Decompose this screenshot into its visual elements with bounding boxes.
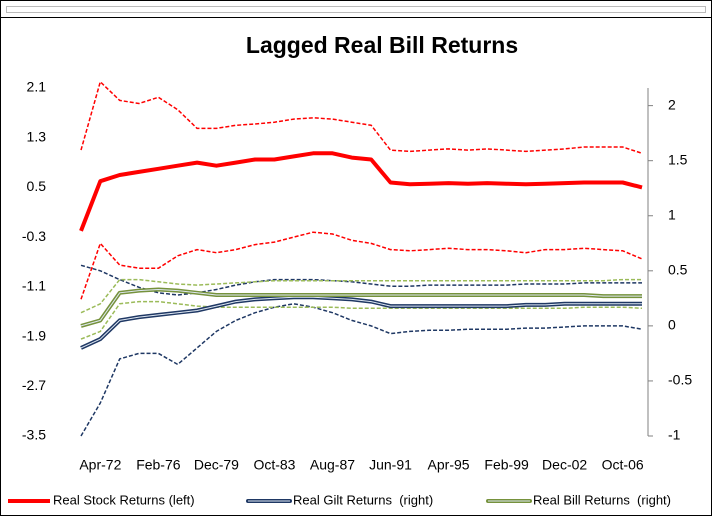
series-line-inner [80,288,642,327]
top-strip [6,6,706,13]
series-line-inner [80,296,642,349]
x-tick-label: Feb-99 [484,457,529,473]
y-tick-label: 2.1 [27,79,47,95]
x-tick-label: Jun-91 [369,457,412,473]
band-line [80,231,643,300]
x-tick-label: Oct-83 [253,457,295,473]
y-tick-label: -1.9 [22,327,46,343]
y-tick-label: 1.3 [27,128,47,144]
x-tick-label: Aug-87 [310,457,355,473]
x-tick-label: Dec-02 [542,457,587,473]
y2-tick-label: 2 [668,96,676,112]
band-line [80,278,642,314]
chart-title: Lagged Real Bill Returns [246,32,518,58]
band-line [80,81,643,155]
x-tick-label: Apr-72 [79,457,121,473]
band-line [80,264,642,296]
y2-tick-label: 0.5 [668,262,688,278]
y-tick-label: -0.3 [22,228,46,244]
x-tick-label: Oct-06 [602,457,644,473]
y2-tick-label: 1 [668,206,676,222]
x-tick-label: Feb-76 [136,457,181,473]
y-tick-label: -2.7 [22,377,46,393]
y2-tick-label: 1.5 [668,151,688,167]
legend-label: Real Bill Returns (right) [533,492,671,507]
legend-label: Real Stock Returns (left) [53,492,195,507]
band-line [80,300,643,340]
band-line [80,303,643,437]
y-tick-label: 0.5 [27,178,47,194]
x-tick-label: Dec-79 [194,457,239,473]
y2-tick-label: -0.5 [668,372,692,388]
y-tick-label: -3.5 [22,427,46,443]
x-tick-label: Apr-95 [428,457,470,473]
y-tick-label: -1.1 [22,278,46,294]
series-line [80,295,642,350]
y2-tick-label: -1 [668,427,681,443]
legend-label: Real Gilt Returns (right) [293,492,433,507]
y2-tick-label: 0 [668,317,676,333]
series-line [79,151,643,232]
